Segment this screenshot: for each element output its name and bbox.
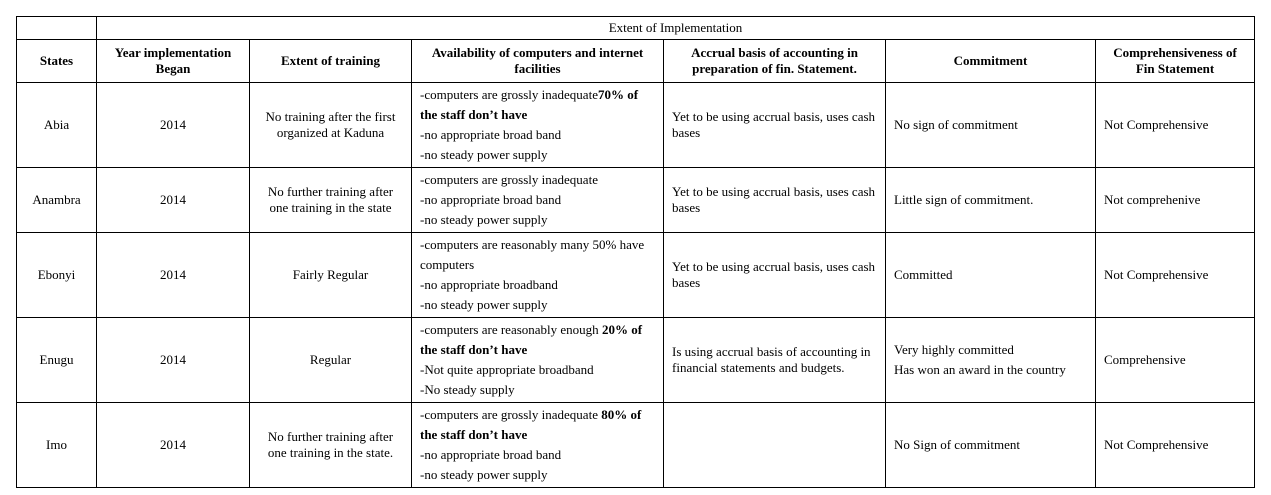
state-cell: Imo [16, 402, 97, 488]
availability-cell: -computers are grossly inadequate70% of … [411, 82, 664, 168]
comprehensiveness-cell: Not comprehenive [1095, 167, 1255, 233]
accrual-cell: Yet to be using accrual basis, uses cash… [663, 232, 886, 318]
implementation-table: Extent of Implementation States Year impl… [16, 16, 1255, 488]
training-cell: No further training after one training i… [249, 402, 412, 488]
state-cell: Anambra [16, 167, 97, 233]
group-header: Extent of Implementation [96, 16, 1255, 40]
commitment-line: Has won an award in the country [894, 362, 1066, 377]
availability-bold-text: 70% of the staff don’t have [420, 87, 639, 122]
availability-first-line: -computers are reasonably enough 20% of … [420, 320, 655, 360]
table-row: Ebonyi 2014 Fairly Regular -computers ar… [16, 232, 1255, 318]
commitment-line: No Sign of commitment [894, 437, 1021, 452]
year-cell: 2014 [96, 402, 250, 488]
commitment-cell: No Sign of commitment [885, 402, 1096, 488]
column-header: Availability of computers and internet f… [411, 39, 664, 83]
comprehensiveness-cell: Not Comprehensive [1095, 402, 1255, 488]
accrual-cell: Is using accrual basis of accounting in … [663, 317, 886, 403]
table-row: Abia 2014 No training after the first or… [16, 82, 1255, 168]
column-header: Extent of training [249, 39, 412, 83]
accrual-cell: Yet to be using accrual basis, uses cash… [663, 167, 886, 233]
availability-first-line: -computers are reasonably many 50% have … [420, 235, 655, 275]
state-cell: Ebonyi [16, 232, 97, 318]
availability-text: -computers are grossly inadequate [420, 172, 598, 187]
column-header: Comprehensiveness of Fin Statement [1095, 39, 1255, 83]
comprehensiveness-cell: Not Comprehensive [1095, 82, 1255, 168]
training-cell: Fairly Regular [249, 232, 412, 318]
accrual-cell: Yet to be using accrual basis, uses cash… [663, 82, 886, 168]
availability-first-line: -computers are grossly inadequate 80% of… [420, 405, 655, 445]
availability-line: -no appropriate broadband [420, 277, 558, 292]
availability-cell: -computers are reasonably enough 20% of … [411, 317, 664, 403]
year-cell: 2014 [96, 317, 250, 403]
state-cell: Enugu [16, 317, 97, 403]
accrual-cell [663, 402, 886, 488]
comprehensiveness-cell: Comprehensive [1095, 317, 1255, 403]
availability-cell: -computers are grossly inadequate -no app… [411, 167, 664, 233]
table-row: Enugu 2014 Regular -computers are reason… [16, 317, 1255, 403]
availability-first-line: -computers are grossly inadequate70% of … [420, 85, 655, 125]
availability-line: -no steady power supply [420, 297, 548, 312]
training-cell: No further training after one training i… [249, 167, 412, 233]
availability-line: -no steady power supply [420, 212, 548, 227]
column-header: States [16, 39, 97, 83]
availability-text: -computers are grossly inadequate [420, 407, 602, 422]
year-cell: 2014 [96, 167, 250, 233]
commitment-line: No sign of commitment [894, 117, 1018, 132]
availability-bold-text: 20% of the staff don’t have [420, 322, 643, 357]
availability-line: -no appropriate broad band [420, 192, 562, 207]
availability-line: -no steady power supply [420, 147, 548, 162]
state-cell: Abia [16, 82, 97, 168]
commitment-cell: Committed [885, 232, 1096, 318]
availability-text: -computers are grossly inadequate [420, 87, 598, 102]
training-cell: Regular [249, 317, 412, 403]
availability-cell: -computers are reasonably many 50% have … [411, 232, 664, 318]
commitment-line: Committed [894, 267, 953, 282]
commitment-line: Little sign of commitment. [894, 192, 1034, 207]
empty-corner-cell [16, 16, 97, 40]
availability-line: -no appropriate broad band [420, 127, 562, 142]
availability-line: -no steady power supply [420, 467, 548, 482]
commitment-cell: No sign of commitment [885, 82, 1096, 168]
commitment-line: Very highly committed [894, 342, 1014, 357]
commitment-cell: Little sign of commitment. [885, 167, 1096, 233]
year-cell: 2014 [96, 82, 250, 168]
availability-text: -computers are reasonably many 50% have … [420, 237, 645, 272]
commitment-cell: Very highly committed Has won an award in… [885, 317, 1096, 403]
table-row: Anambra 2014 No further training after o… [16, 167, 1255, 233]
availability-first-line: -computers are grossly inadequate [420, 170, 655, 190]
comprehensiveness-cell: Not Comprehensive [1095, 232, 1255, 318]
availability-line: -No steady supply [420, 382, 515, 397]
column-header: Year implementation Began [96, 39, 250, 83]
table-row: Imo 2014 No further training after one t… [16, 402, 1255, 488]
column-header: Accrual basis of accounting in preparati… [663, 39, 886, 83]
column-header: Commitment [885, 39, 1096, 83]
availability-cell: -computers are grossly inadequate 80% of… [411, 402, 664, 488]
availability-line: -Not quite appropriate broadband [420, 362, 594, 377]
training-cell: No training after the first organized at… [249, 82, 412, 168]
availability-text: -computers are reasonably enough [420, 322, 602, 337]
availability-line: -no appropriate broad band [420, 447, 562, 462]
availability-bold-text: 80% of the staff don’t have [420, 407, 642, 442]
year-cell: 2014 [96, 232, 250, 318]
